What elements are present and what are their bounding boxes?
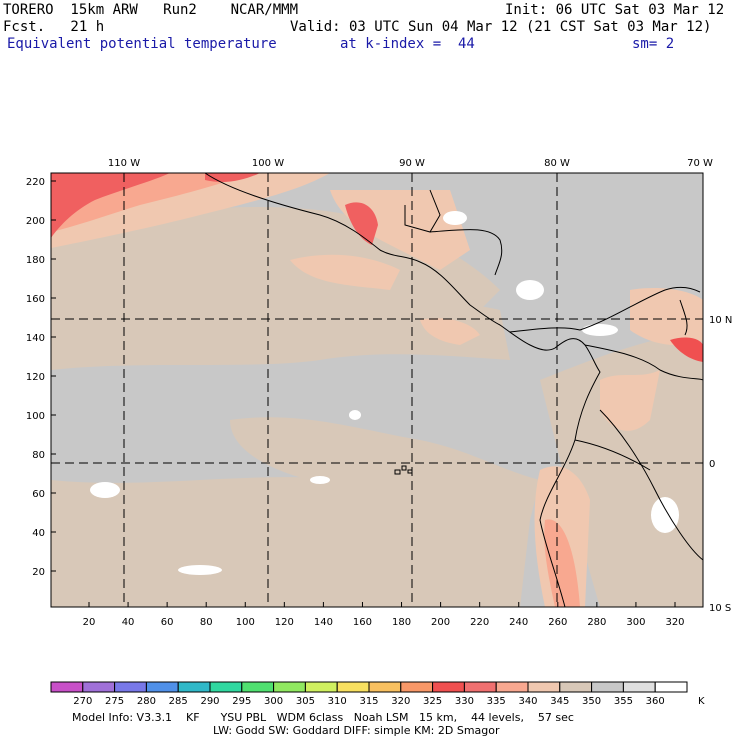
x-axis-ticks: 20 40 60 80 100 120 140 160 180 200 220 240 260 280 30… bbox=[83, 602, 685, 628]
lat-label-10s: 10 S bbox=[709, 603, 731, 614]
x-tick-label: 240 bbox=[509, 617, 528, 628]
colorbar-swatch bbox=[336, 681, 370, 693]
x-tick-label: 180 bbox=[392, 617, 411, 628]
colorbar-label: 330 bbox=[455, 696, 474, 707]
x-tick-label: 220 bbox=[470, 617, 489, 628]
y-tick-label: 100 bbox=[26, 411, 45, 422]
y-tick-label: 40 bbox=[32, 528, 45, 539]
colorbar-label: 285 bbox=[169, 696, 188, 707]
x-tick-label: 320 bbox=[665, 617, 684, 628]
y-tick-label: 60 bbox=[32, 489, 45, 500]
x-tick-label: 300 bbox=[626, 617, 645, 628]
k-index: at k-index = 44 bbox=[340, 36, 475, 52]
lon-label-90w: 90 W bbox=[399, 158, 425, 169]
model-info: Model Info: V3.3.1 KF YSU PBL WDM 6class… bbox=[72, 711, 574, 724]
y-tick-label: 20 bbox=[32, 567, 45, 578]
lon-label-70w: 70 W bbox=[687, 158, 713, 169]
colorbar: 270 275 280 285 290 295 300 305 310 315 320 325 330 3… bbox=[50, 681, 688, 707]
forecast-hour: Fcst. 21 h bbox=[3, 19, 105, 35]
lon-label-110w: 110 W bbox=[108, 158, 140, 169]
x-tick-label: 140 bbox=[314, 617, 333, 628]
y-tick-label: 120 bbox=[26, 372, 45, 383]
colorbar-label: 290 bbox=[200, 696, 219, 707]
colorbar-label: 355 bbox=[614, 696, 633, 707]
equivalent-potential-temperature-field bbox=[51, 173, 703, 607]
colorbar-label: 335 bbox=[487, 696, 506, 707]
x-tick-label: 280 bbox=[587, 617, 606, 628]
colorbar-label: 345 bbox=[550, 696, 569, 707]
colorbar-unit: K bbox=[698, 696, 705, 707]
colorbar-swatch bbox=[559, 681, 593, 693]
colorbar-label: 305 bbox=[296, 696, 315, 707]
colorbar-swatch bbox=[177, 681, 211, 693]
colorbar-swatch bbox=[145, 681, 179, 693]
colorbar-swatch bbox=[654, 681, 688, 693]
x-tick-label: 260 bbox=[548, 617, 567, 628]
colorbar-swatch bbox=[50, 681, 84, 693]
colorbar-label: 280 bbox=[137, 696, 156, 707]
colorbar-swatch bbox=[591, 681, 624, 693]
colorbar-swatch bbox=[241, 681, 275, 693]
y-tick-label: 140 bbox=[26, 333, 45, 344]
lon-label-100w: 100 W bbox=[252, 158, 284, 169]
colorbar-label: 295 bbox=[232, 696, 251, 707]
colorbar-swatch bbox=[495, 681, 529, 693]
colorbar-swatch bbox=[304, 681, 338, 693]
colorbar-label: 275 bbox=[105, 696, 124, 707]
lat-lon-grid bbox=[51, 173, 703, 607]
y-tick-label: 220 bbox=[26, 177, 45, 188]
y-axis-ticks: 220 200 180 160 140 120 100 80 60 40 20 bbox=[26, 177, 56, 578]
model-title: TORERO 15km ARW Run2 NCAR/MMM bbox=[3, 2, 299, 18]
colorbar-swatch bbox=[368, 681, 402, 693]
map-frame bbox=[50, 172, 704, 608]
x-tick-label: 160 bbox=[353, 617, 372, 628]
x-tick-label: 80 bbox=[200, 617, 213, 628]
init-time: Init: 06 UTC Sat 03 Mar 12 bbox=[505, 2, 725, 18]
colorbar-label: 340 bbox=[518, 696, 537, 707]
lon-label-80w: 80 W bbox=[544, 158, 570, 169]
colorbar-label: 320 bbox=[391, 696, 410, 707]
colorbar-label: 360 bbox=[646, 696, 665, 707]
colorbar-swatch bbox=[209, 681, 243, 693]
smoothing: sm= 2 bbox=[632, 36, 675, 52]
y-tick-label: 80 bbox=[32, 450, 45, 461]
field-name: Equivalent potential temperature bbox=[7, 36, 277, 52]
physics-info: LW: Godd SW: Goddard DIFF: simple KM: 2D… bbox=[213, 724, 500, 737]
colorbar-label: 270 bbox=[73, 696, 92, 707]
colorbar-swatch bbox=[82, 681, 116, 693]
colorbar-label: 300 bbox=[264, 696, 283, 707]
x-tick-label: 120 bbox=[275, 617, 294, 628]
colorbar-swatch bbox=[463, 681, 497, 693]
colorbar-swatch bbox=[400, 681, 434, 693]
colorbar-label: 315 bbox=[359, 696, 378, 707]
valid-time: Valid: 03 UTC Sun 04 Mar 12 (21 CST Sat … bbox=[290, 19, 712, 35]
colorbar-swatch bbox=[622, 681, 656, 693]
colorbar-swatch bbox=[527, 681, 561, 693]
x-tick-label: 40 bbox=[122, 617, 135, 628]
colorbar-swatch bbox=[273, 681, 306, 693]
x-tick-label: 200 bbox=[431, 617, 450, 628]
colorbar-swatch bbox=[432, 681, 465, 693]
y-tick-label: 180 bbox=[26, 255, 45, 266]
colorbar-label: 310 bbox=[328, 696, 347, 707]
x-tick-label: 100 bbox=[236, 617, 255, 628]
colorbar-label: 350 bbox=[582, 696, 601, 707]
x-tick-label: 60 bbox=[161, 617, 174, 628]
x-tick-label: 20 bbox=[83, 617, 96, 628]
lat-label-10n: 10 N bbox=[709, 315, 732, 326]
colorbar-swatch bbox=[114, 681, 147, 693]
y-tick-label: 160 bbox=[26, 294, 45, 305]
colorbar-label: 325 bbox=[423, 696, 442, 707]
lat-label-0: 0 bbox=[709, 459, 715, 470]
y-tick-label: 200 bbox=[26, 216, 45, 227]
